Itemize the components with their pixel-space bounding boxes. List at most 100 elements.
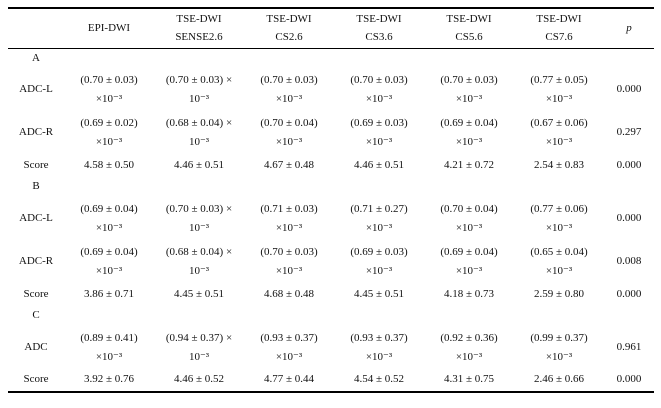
row-label: ADC-L	[19, 211, 53, 224]
table-row: ADC-L (0.70 ± 0.03) ×10⁻³ (0.70 ± 0.03) ×…	[8, 68, 654, 111]
table-cell: (0.70 ± 0.03) × 10⁻³	[165, 73, 233, 105]
table-cell: (0.71 ± 0.03) ×10⁻³	[260, 202, 318, 234]
row-label: ADC-R	[18, 125, 54, 138]
table-cell: 3.86 ± 0.71	[83, 287, 135, 300]
p-value: 0.000	[616, 158, 642, 171]
p-value: 0.000	[616, 287, 642, 300]
table-cell: (0.69 ± 0.04) ×10⁻³	[440, 245, 498, 277]
table-cell: (0.70 ± 0.04) ×10⁻³	[260, 116, 318, 148]
table-cell: 4.68 ± 0.48	[263, 287, 315, 300]
table-cell: (0.94 ± 0.37) × 10⁻³	[165, 331, 233, 363]
table-cell: (0.70 ± 0.03) ×10⁻³	[350, 73, 408, 105]
table-cell: (0.92 ± 0.36) ×10⁻³	[440, 331, 498, 363]
table-row: Score 3.92 ± 0.76 4.46 ± 0.52 4.77 ± 0.4…	[8, 369, 654, 392]
table-cell: (0.69 ± 0.03) ×10⁻³	[350, 116, 408, 148]
table-cell: (0.71 ± 0.27) ×10⁻³	[350, 202, 408, 234]
table-cell: 4.31 ± 0.75	[443, 373, 495, 386]
table-cell: 4.21 ± 0.72	[443, 158, 495, 171]
table-cell: 4.46 ± 0.51	[173, 158, 225, 171]
table-cell: (0.89 ± 0.41) ×10⁻³	[80, 331, 138, 363]
table-row: Score 3.86 ± 0.71 4.45 ± 0.51 4.68 ± 0.4…	[8, 283, 654, 306]
p-value: 0.008	[616, 254, 642, 267]
column-header: TSE-DWI CS7.6	[514, 8, 604, 48]
table-cell: (0.69 ± 0.04) ×10⁻³	[80, 202, 138, 234]
section-row: A	[8, 48, 654, 68]
table-cell: (0.70 ± 0.03) × 10⁻³	[165, 202, 233, 234]
page: EPI-DWI TSE-DWI SENSE2.6 TSE-DWI CS2.6 TSE…	[8, 7, 654, 393]
row-label: ADC-L	[19, 82, 53, 95]
table-cell: (0.69 ± 0.04) ×10⁻³	[80, 245, 138, 277]
table-cell: (0.77 ± 0.06) ×10⁻³	[530, 202, 588, 234]
table-cell: 2.59 ± 0.80	[533, 287, 585, 300]
table-row: ADC-R (0.69 ± 0.04) ×10⁻³ (0.68 ± 0.04) ×…	[8, 240, 654, 283]
section-label: C	[32, 309, 40, 322]
corner-cell	[8, 8, 64, 48]
column-header-label: TSE-DWI	[536, 12, 582, 25]
p-value: 0.000	[616, 373, 642, 386]
table-cell: (0.69 ± 0.03) ×10⁻³	[350, 245, 408, 277]
table-cell: 2.54 ± 0.83	[533, 158, 585, 171]
column-header-label: EPI-DWI	[87, 21, 131, 34]
table-cell: (0.93 ± 0.37) ×10⁻³	[350, 331, 408, 363]
column-header-label: TSE-DWI	[446, 12, 492, 25]
table-cell: (0.99 ± 0.37) ×10⁻³	[530, 331, 588, 363]
table-cell: (0.70 ± 0.03) ×10⁻³	[260, 245, 318, 277]
table-cell: (0.68 ± 0.04) × 10⁻³	[165, 116, 233, 148]
table-cell: 4.77 ± 0.44	[263, 373, 315, 386]
table-row: ADC-L (0.69 ± 0.04) ×10⁻³ (0.70 ± 0.03) ×…	[8, 197, 654, 240]
table-cell: 4.45 ± 0.51	[173, 287, 225, 300]
column-header: TSE-DWI CS5.6	[424, 8, 514, 48]
p-value: 0.961	[616, 340, 642, 353]
table-cell: (0.68 ± 0.04) × 10⁻³	[165, 245, 233, 277]
table-row: ADC-R (0.69 ± 0.02) ×10⁻³ (0.68 ± 0.04) ×…	[8, 111, 654, 154]
table-cell: (0.70 ± 0.03) ×10⁻³	[80, 73, 138, 105]
table-cell: 2.46 ± 0.66	[533, 373, 585, 386]
table-cell: 4.67 ± 0.48	[263, 158, 315, 171]
column-header-label: TSE-DWI	[356, 12, 402, 25]
table-row: ADC (0.89 ± 0.41) ×10⁻³ (0.94 ± 0.37) × 10…	[8, 326, 654, 369]
table-row: Score 4.58 ± 0.50 4.46 ± 0.51 4.67 ± 0.4…	[8, 154, 654, 177]
table-cell: (0.69 ± 0.04) ×10⁻³	[440, 116, 498, 148]
column-header-sublabel: SENSE2.6	[175, 31, 223, 44]
table-cell: (0.93 ± 0.37) ×10⁻³	[260, 331, 318, 363]
table-cell: (0.70 ± 0.04) ×10⁻³	[440, 202, 498, 234]
section-spacer	[64, 48, 654, 68]
table-cell: 3.92 ± 0.76	[83, 373, 135, 386]
column-header: TSE-DWI CS3.6	[334, 8, 424, 48]
section-spacer	[64, 177, 654, 197]
table-cell: (0.69 ± 0.02) ×10⁻³	[80, 116, 138, 148]
column-header-label: TSE-DWI	[266, 12, 312, 25]
section-row: B	[8, 177, 654, 197]
table-cell: (0.65 ± 0.04) ×10⁻³	[530, 245, 588, 277]
row-label: ADC	[24, 340, 48, 353]
table-cell: (0.77 ± 0.05) ×10⁻³	[530, 73, 588, 105]
column-header-sublabel: CS5.6	[455, 31, 483, 44]
table-cell: 4.54 ± 0.52	[353, 373, 405, 386]
row-label: ADC-R	[18, 254, 54, 267]
column-header-sublabel: CS2.6	[275, 31, 303, 44]
column-header-sublabel: CS3.6	[365, 31, 393, 44]
column-header: TSE-DWI CS2.6	[244, 8, 334, 48]
column-header-label: TSE-DWI	[176, 12, 222, 25]
table-cell: (0.67 ± 0.06) ×10⁻³	[530, 116, 588, 148]
table-cell: 4.46 ± 0.52	[173, 373, 225, 386]
header-row: EPI-DWI TSE-DWI SENSE2.6 TSE-DWI CS2.6 TSE…	[8, 8, 654, 48]
section-label: B	[32, 180, 40, 193]
p-value: 0.000	[616, 82, 642, 95]
results-table: EPI-DWI TSE-DWI SENSE2.6 TSE-DWI CS2.6 TSE…	[8, 7, 654, 393]
table-cell: (0.70 ± 0.03) ×10⁻³	[260, 73, 318, 105]
table-cell: 4.18 ± 0.73	[443, 287, 495, 300]
table-cell: 4.45 ± 0.51	[353, 287, 405, 300]
column-header-sublabel: CS7.6	[545, 31, 573, 44]
row-label: Score	[23, 158, 49, 171]
section-row: C	[8, 306, 654, 326]
section-spacer	[64, 306, 654, 326]
p-value: 0.297	[616, 125, 642, 138]
row-label: Score	[23, 373, 49, 386]
p-column-header: p	[626, 21, 632, 34]
p-value: 0.000	[616, 211, 642, 224]
table-cell: 4.58 ± 0.50	[83, 158, 135, 171]
table-cell: (0.70 ± 0.03) ×10⁻³	[440, 73, 498, 105]
row-label: Score	[23, 287, 49, 300]
section-label: A	[32, 51, 40, 64]
